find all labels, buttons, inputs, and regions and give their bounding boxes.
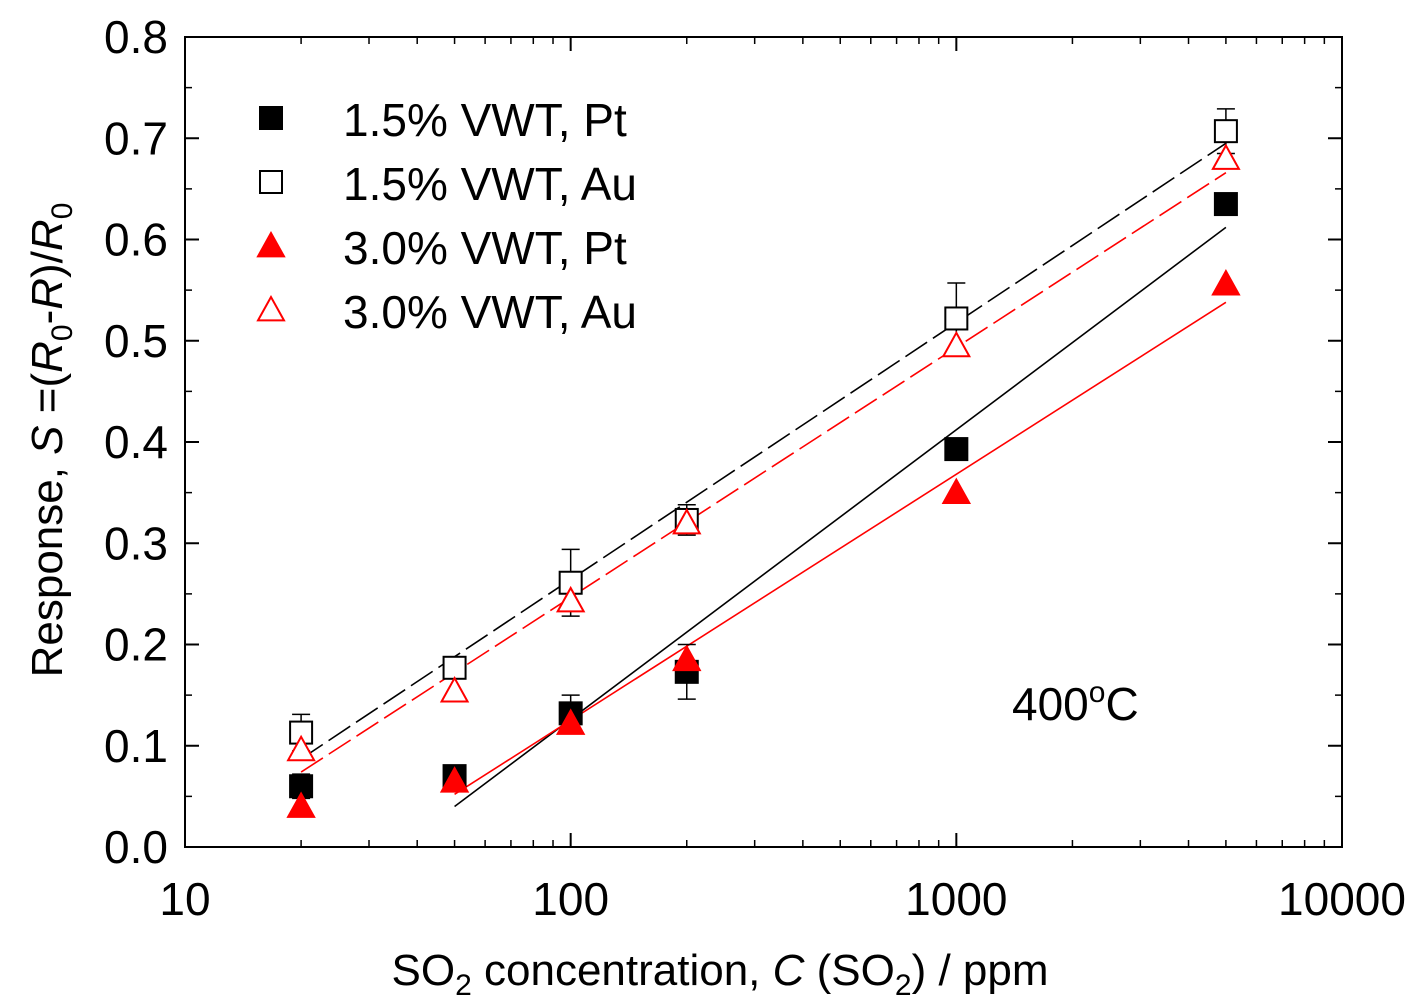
x-tick-label: 100: [532, 873, 609, 925]
legend-label-1-5-vwt-pt: 1.5% VWT, Pt: [343, 94, 627, 146]
y-tick-labels: 0.0 0.1 0.2 0.3 0.4 0.5 0.6 0.7 0.8: [104, 11, 168, 873]
fit-line-3-0-vwt-pt: [454, 301, 1227, 796]
legend-marker-1-5-vwt-pt: [259, 106, 283, 130]
legend: 1.5% VWT, Pt 1.5% VWT, Au 3.0% VWT, Pt 3.0%…: [256, 94, 637, 338]
data-point-3-0-vwt-au: [672, 507, 702, 535]
y-tick-label: 0.8: [104, 11, 168, 63]
y-tick-label: 0.4: [104, 416, 168, 468]
data-point-3-0-vwt-pt: [286, 791, 316, 818]
temperature-annotation: 400oC: [1012, 676, 1139, 730]
data-point-3-0-vwt-au: [1211, 143, 1241, 170]
legend-marker-3-0-vwt-au: [256, 294, 286, 322]
legend-marker-1-5-vwt-au: [259, 170, 283, 194]
data-point-1-5-vwt-pt: [944, 437, 969, 462]
data-point-3-0-vwt-au: [941, 330, 972, 358]
data-point-3-0-vwt-au: [286, 734, 316, 762]
fit-line-1-5-vwt-pt: [454, 226, 1227, 808]
legend-label-3-0-vwt-pt: 3.0% VWT, Pt: [343, 222, 627, 274]
data-point-3-0-vwt-pt: [1211, 268, 1241, 296]
data-point-1-5-vwt-au: [944, 306, 969, 331]
legend-label-1-5-vwt-au: 1.5% VWT, Au: [343, 158, 637, 210]
y-tick-label: 0.6: [104, 214, 168, 266]
y-tick-label: 0.0: [104, 821, 168, 873]
data-point-1-5-vwt-au: [442, 655, 467, 680]
x-tick-label: 10000: [1278, 873, 1406, 925]
legend-label-3-0-vwt-au: 3.0% VWT, Au: [343, 286, 637, 338]
data-point-3-0-vwt-pt: [555, 708, 586, 735]
data-point-1-5-vwt-au: [1213, 119, 1238, 144]
data-point-3-0-vwt-au: [439, 676, 470, 703]
y-tick-label: 0.7: [104, 112, 168, 164]
data-point-3-0-vwt-au: [555, 585, 586, 613]
x-axis-label: SO2 concentration, C (SO2) / ppm: [392, 946, 1049, 1000]
data-point-3-0-vwt-pt: [439, 766, 470, 793]
legend-marker-3-0-vwt-pt: [256, 230, 286, 258]
y-tick-label: 0.3: [104, 517, 168, 569]
axis-ticks: [184, 36, 1343, 848]
data-points: [286, 119, 1241, 818]
data-point-3-0-vwt-pt: [672, 644, 702, 672]
x-tick-labels: 10 100 1000 10000: [159, 873, 1406, 925]
x-tick-label: 10: [159, 873, 210, 925]
y-axis-label: Response, S =(R0-R)/R0: [23, 203, 79, 678]
data-point-1-5-vwt-pt: [1213, 192, 1238, 217]
x-tick-label: 1000: [905, 873, 1007, 925]
y-tick-label: 0.5: [104, 315, 168, 367]
y-tick-label: 0.2: [104, 619, 168, 671]
data-point-3-0-vwt-pt: [941, 477, 972, 505]
y-tick-label: 0.1: [104, 720, 168, 772]
